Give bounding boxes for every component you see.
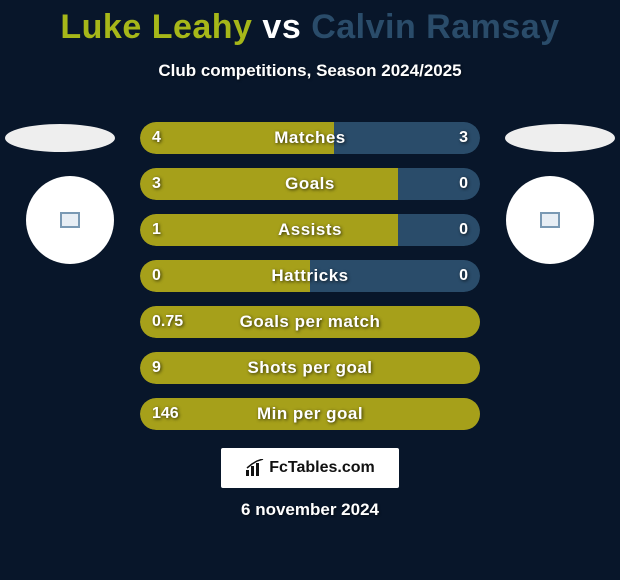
stat-label: Hattricks [140, 260, 480, 292]
player2-club-badge [506, 176, 594, 264]
stat-label: Shots per goal [140, 352, 480, 384]
stat-row: 43Matches [140, 122, 480, 154]
subtitle: Club competitions, Season 2024/2025 [0, 61, 620, 81]
player2-name: Calvin Ramsay [311, 8, 559, 46]
badge-placeholder-icon [60, 212, 80, 228]
stat-label: Goals per match [140, 306, 480, 338]
player1-avatar-placeholder [5, 124, 115, 152]
stat-label: Matches [140, 122, 480, 154]
stat-row: 10Assists [140, 214, 480, 246]
stat-label: Goals [140, 168, 480, 200]
source-logo-text: FcTables.com [269, 459, 375, 477]
stat-row: 0.75Goals per match [140, 306, 480, 338]
stat-row: 9Shots per goal [140, 352, 480, 384]
stat-row: 146Min per goal [140, 398, 480, 430]
stat-label: Assists [140, 214, 480, 246]
source-logo: FcTables.com [221, 448, 399, 488]
vs-text: vs [262, 8, 301, 46]
stat-row: 30Goals [140, 168, 480, 200]
stat-row: 00Hattricks [140, 260, 480, 292]
stats-bars-container: 43Matches 30Goals 10Assists 00Hattricks 0.75… [140, 122, 480, 444]
player2-avatar-placeholder [505, 124, 615, 152]
comparison-title: Luke Leahy vs Calvin Ramsay [0, 0, 620, 47]
player1-name: Luke Leahy [60, 8, 252, 46]
chart-icon [245, 459, 265, 477]
date-text: 6 november 2024 [0, 500, 620, 520]
stat-label: Min per goal [140, 398, 480, 430]
badge-placeholder-icon [540, 212, 560, 228]
player1-club-badge [26, 176, 114, 264]
